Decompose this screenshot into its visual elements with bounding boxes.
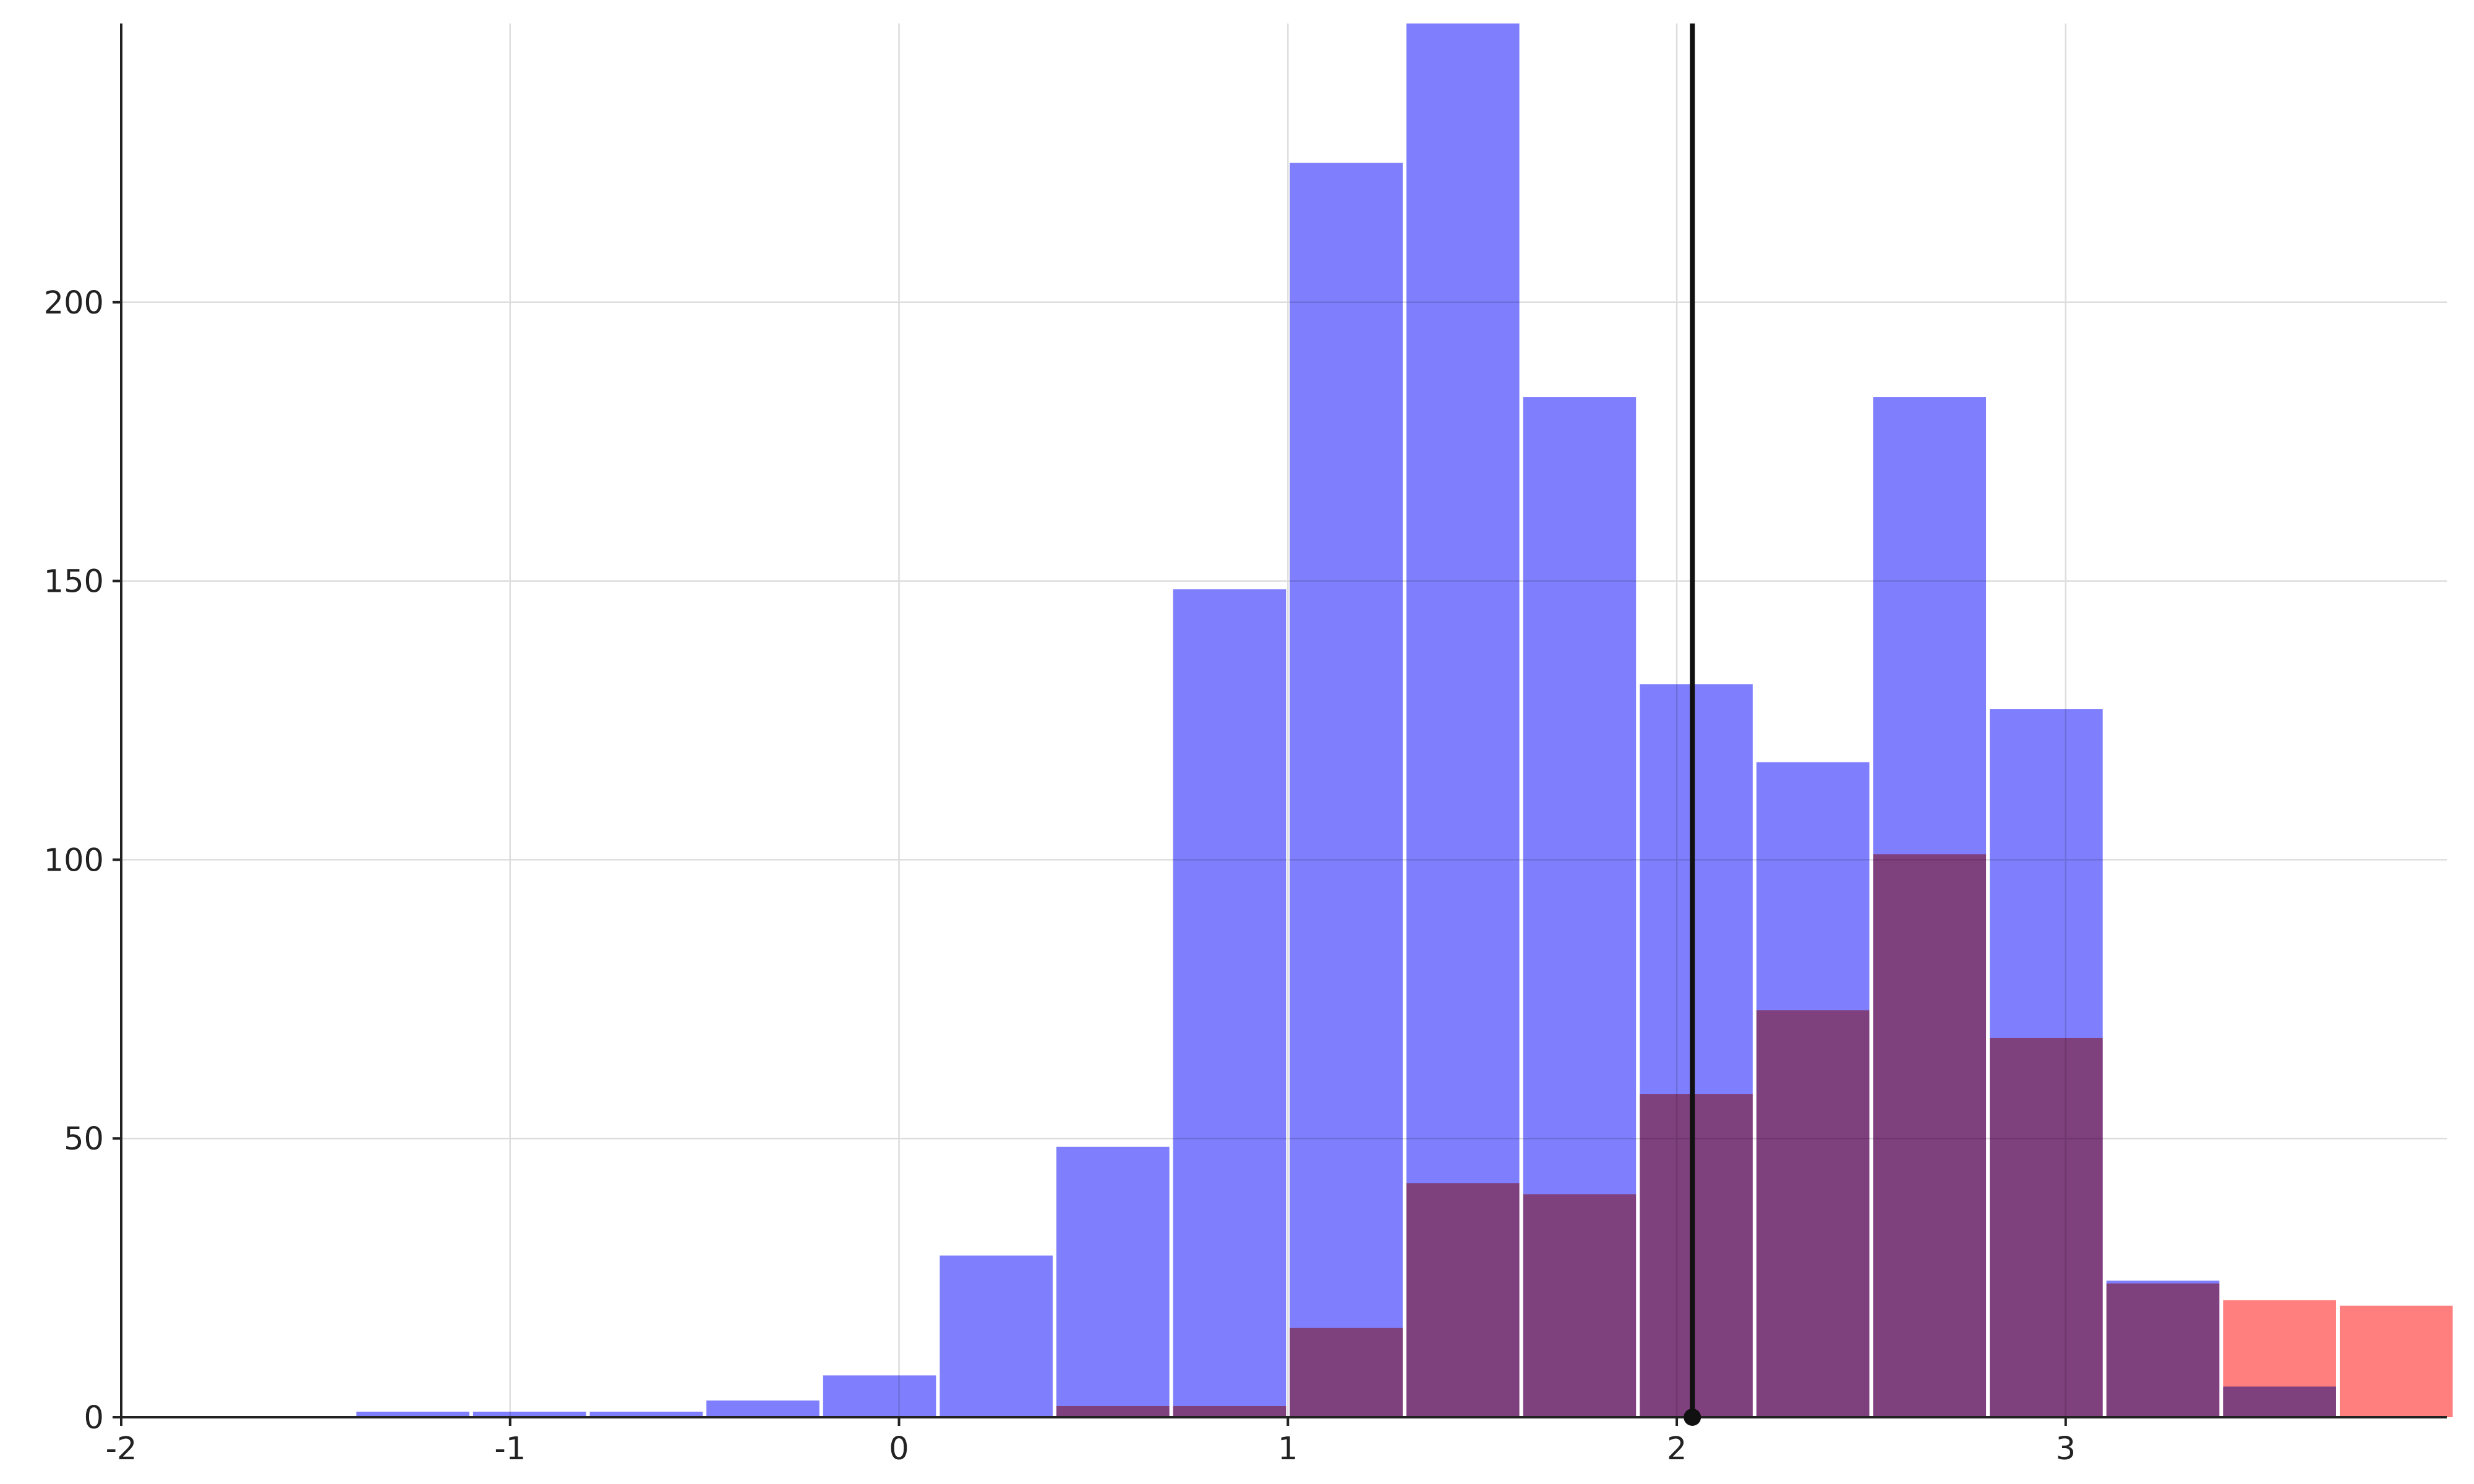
histogram-bar <box>1523 1194 1637 1417</box>
axes: -2 -1 0 1 2 3 0 50 100 150 200 <box>44 23 2447 1467</box>
x-tick-label: 2 <box>1667 1431 1687 1467</box>
x-tick-label: -2 <box>106 1431 137 1467</box>
histogram-bar <box>2106 1283 2220 1417</box>
y-tick-label: 50 <box>64 1121 104 1158</box>
histogram-bar <box>1756 1010 1870 1417</box>
histogram-bar <box>1640 1094 1753 1417</box>
histogram-bar <box>1406 1183 1520 1417</box>
y-tick-label: 100 <box>44 842 104 879</box>
histogram-bar <box>2339 1305 2453 1417</box>
histogram-bar <box>1173 589 1286 1417</box>
histogram-bar <box>706 1400 820 1417</box>
histogram-bar <box>473 1411 586 1417</box>
x-tick-label: 1 <box>1278 1431 1298 1467</box>
histogram-bar <box>1056 1405 1170 1417</box>
histogram-bar <box>1990 1038 2103 1417</box>
x-tick-label: -1 <box>494 1431 526 1467</box>
histogram-bar <box>2223 1300 2336 1417</box>
y-tick-label: 0 <box>84 1400 104 1436</box>
y-tick-label: 150 <box>44 564 104 600</box>
reference-line-group <box>1684 23 1701 1426</box>
histogram-bar <box>356 1411 469 1417</box>
histogram-bar <box>1290 163 1403 1417</box>
histogram-bar <box>1873 854 1987 1417</box>
histogram-bar <box>1290 1328 1403 1417</box>
histogram-bars <box>356 23 2453 1417</box>
histogram-bar <box>589 1411 703 1417</box>
histogram-bar <box>1056 1146 1170 1417</box>
series-2-bars <box>1056 854 2453 1417</box>
y-tick-label: 200 <box>44 285 104 322</box>
histogram-bar <box>1173 1405 1286 1417</box>
reference-marker <box>1684 1409 1701 1426</box>
x-tick-label: 0 <box>889 1431 909 1467</box>
histogram-bar <box>940 1255 1053 1417</box>
histogram-bar <box>823 1375 936 1417</box>
x-tick-label: 3 <box>2056 1431 2076 1467</box>
